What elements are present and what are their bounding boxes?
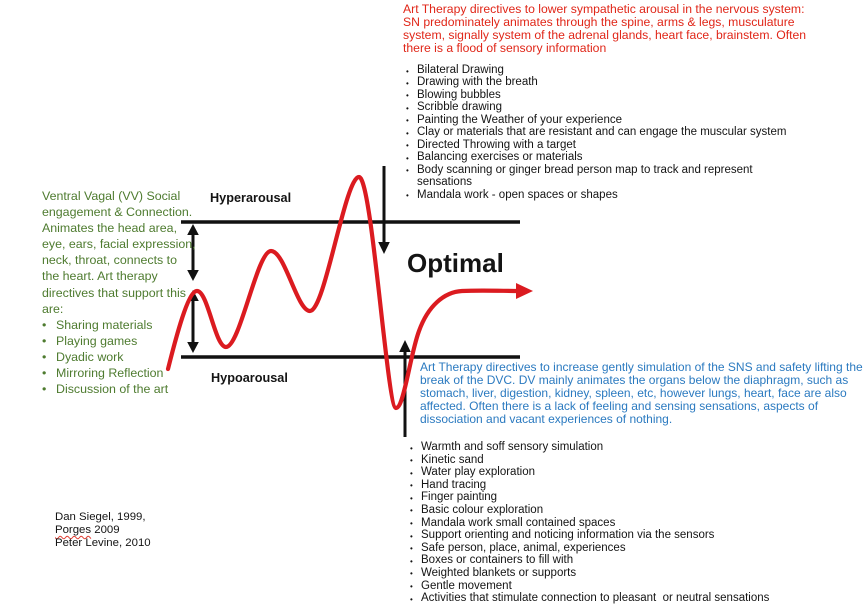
sns-description-line: Art Therapy directives to lower sympathe… [403,2,805,16]
curve-arrowhead [516,283,533,299]
dorsal-vagal-directive-item: Safe person, place, animal, experiences [408,542,863,556]
citation-line: Peter Levine, 2010 [55,537,151,550]
lower-arousal-arrow [378,166,390,254]
sns-directive-item: Blowing bubbles [404,89,854,103]
citation-misspelled-word: Porges [55,524,92,537]
citation-line: Dan Siegel, 1999, [55,511,146,523]
sns-directive-item: Mandala work - open spaces or shapes [404,189,854,203]
sns-description-line: there is a flood of sensory information [403,40,607,55]
dorsal-vagal-directive-item: Boxes or containers to fill with [408,554,863,568]
ventral-vagal-line: neck, throat, connects to [42,253,177,268]
ventral-vagal-line: directives that support this [42,285,186,300]
ventral-vagal-line: engagement & Connection. [42,205,193,220]
ventral-vagal-directive-item: Discussion of the art [42,381,217,397]
dorsal-vagal-description-line: affected. Often there is a lack of feeli… [420,399,819,414]
sns-directive-item: Clay or materials that are resistant and… [404,126,854,140]
ventral-vagal-directive-item: Sharing materials [42,317,217,333]
citation-line-rest: 2009 [91,524,120,537]
ventral-vagal-line: Animates the head area, [42,221,178,236]
sns-description-line: system, signally system of the adrenal g… [403,27,807,42]
ventral-vagal-line: are: [42,301,64,316]
dorsal-vagal-directive-item: Mandala work small contained spaces [408,517,863,531]
dorsal-vagal-description-line: dissociation and vacant experiences of n… [420,412,673,427]
dorsal-vagal-directive-item: Gentle movement [408,580,863,594]
ventral-vagal-block: Ventral Vagal (VV) Social engagement & Co… [42,188,217,397]
ventral-vagal-directives-list: Sharing materialsPlaying gamesDyadic wor… [42,317,217,398]
dorsal-vagal-directive-item: Support orienting and noticing informati… [408,529,863,543]
dorsal-vagal-directive-item: Weighted blankets or supports [408,567,863,581]
dorsal-vagal-directive-item: Warmth and soff sensory simulation [408,441,863,455]
ventral-vagal-paragraph: Ventral Vagal (VV) Social engagement & Co… [42,188,217,317]
sns-directive-item: Drawing with the breath [404,76,854,90]
sns-directive-item: Bilateral Drawing [404,64,854,78]
window-upper-range-arrow [187,224,199,281]
dorsal-vagal-directive-item: Finger painting [408,491,863,505]
citation-line: Porges 2009 [55,524,151,537]
ventral-vagal-line: the heart. Art therapy [42,269,158,284]
dorsal-vagal-directive-item: Kinetic sand [408,454,863,468]
ventral-vagal-directive-item: Dyadic work [42,349,217,365]
ventral-vagal-directive-item: Mirroring Reflection [42,365,217,381]
arrow-down-head [378,242,390,254]
optimal-label: Optimal [407,248,504,278]
ventral-vagal-line: eye, ears, facial expression, [42,237,196,252]
sns-description-line: SN predominately animates through the sp… [403,14,795,29]
dorsal-vagal-directive-item: Water play exploration [408,466,863,480]
sns-directive-item: Body scanning or ginger bread person map… [404,164,854,189]
ventral-vagal-line: Ventral Vagal (VV) Social [42,189,181,203]
sns-directive-item: Scribble drawing [404,101,854,115]
citations-block: Dan Siegel, 1999, Porges 2009 Peter Levi… [55,511,151,550]
dorsal-vagal-directive-item: Basic colour exploration [408,504,863,518]
sns-directives-list: Bilateral DrawingDrawing with the breath… [404,64,854,203]
dorsal-vagal-directive-item: Hand tracing [408,479,863,493]
arrow-up-head [187,224,199,235]
sns-directive-item: Directed Throwing with a target [404,139,854,153]
dorsal-vagal-description-line: break of the DVC. DV mainly animates the… [420,373,849,388]
sns-directive-item: Painting the Weather of your experience [404,114,854,128]
sns-description-paragraph: Art Therapy directives to lower sympathe… [403,3,868,55]
dorsal-vagal-directives-list: Warmth and soff sensory simulationKineti… [408,441,863,606]
dorsal-vagal-description-paragraph: Art Therapy directives to increase gentl… [420,360,868,427]
dorsal-vagal-description-line: Art Therapy directives to increase gentl… [420,360,863,374]
arrow-down-head [187,270,199,281]
hypoarousal-label: Hypoarousal [211,371,288,385]
arrow-up-head [399,340,411,352]
dorsal-vagal-description-line: stomach, liver, digestion, kidney, splee… [420,386,847,401]
ventral-vagal-directive-item: Playing games [42,333,217,349]
hyperarousal-label: Hyperarousal [210,191,292,205]
dorsal-vagal-directive-item: Activities that stimulate connection to … [408,592,863,606]
sns-directive-item: Balancing exercises or materials [404,151,854,165]
